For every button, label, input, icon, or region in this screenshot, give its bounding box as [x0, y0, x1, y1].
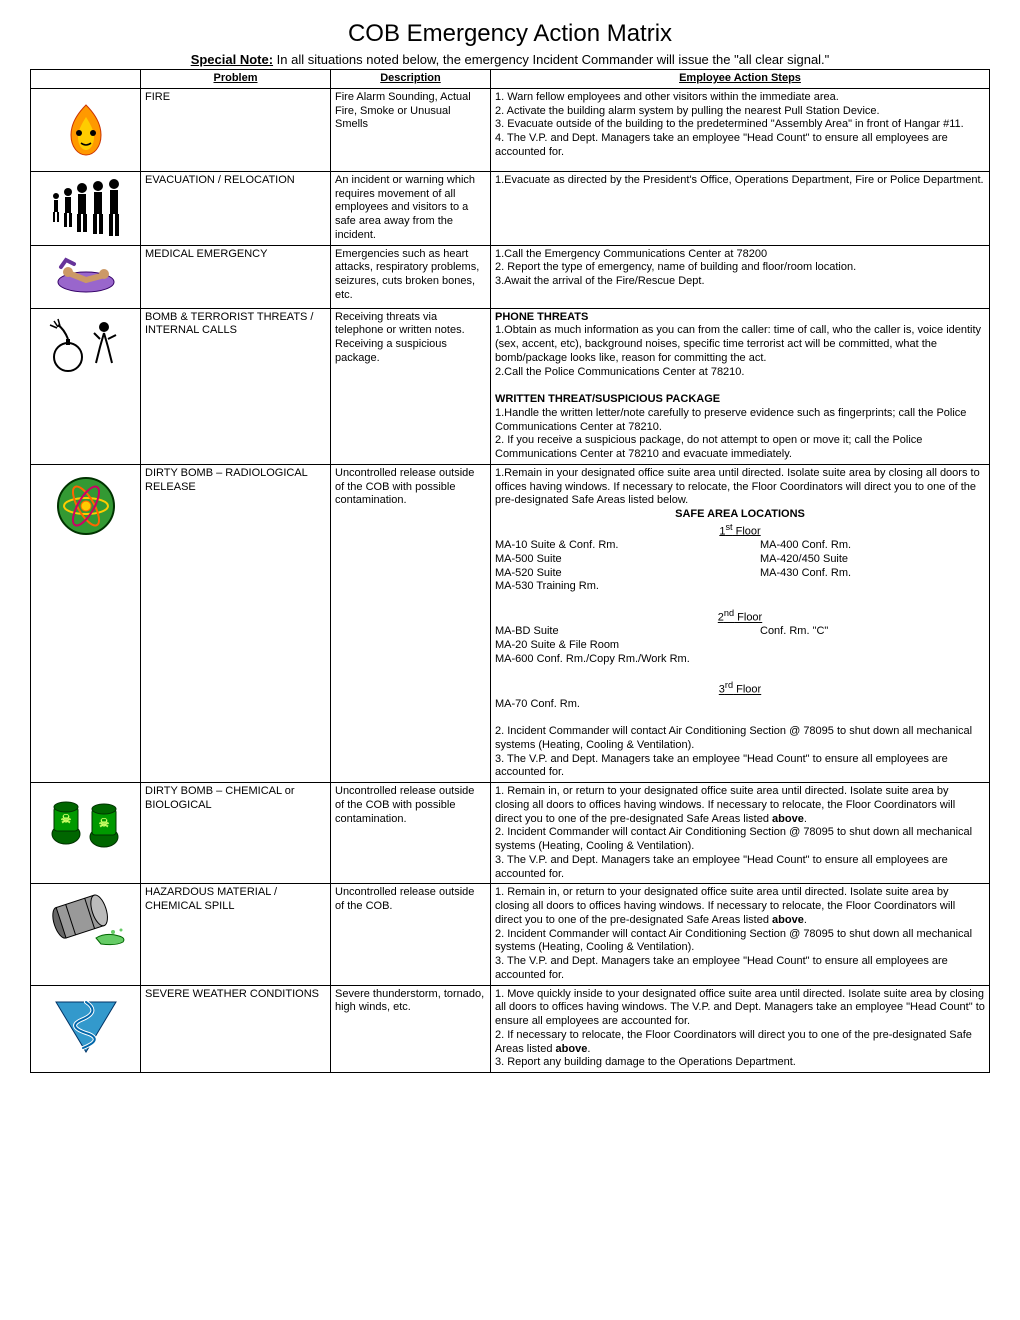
- steps-cell: PHONE THREATS1.Obtain as much informatio…: [491, 308, 990, 464]
- steps-cell: 1. Move quickly inside to your designate…: [491, 985, 990, 1073]
- table-row: FIREFire Alarm Sounding, Actual Fire, Sm…: [31, 88, 990, 171]
- problem-cell: BOMB & TERRORIST THREATS / INTERNAL CALL…: [141, 308, 331, 464]
- header-problem: Problem: [141, 70, 331, 89]
- tornado-icon: [31, 985, 141, 1073]
- table-row: HAZARDOUS MATERIAL / CHEMICAL SPILLUncon…: [31, 884, 990, 985]
- steps-cell: 1. Remain in, or return to your designat…: [491, 783, 990, 884]
- steps-cell: 1. Remain in, or return to your designat…: [491, 884, 990, 985]
- problem-cell: HAZARDOUS MATERIAL / CHEMICAL SPILL: [141, 884, 331, 985]
- description-cell: Uncontrolled release outside of the COB …: [331, 464, 491, 782]
- evacuation-icon: [31, 171, 141, 245]
- svg-text:☠: ☠: [60, 812, 71, 826]
- header-description: Description: [331, 70, 491, 89]
- fire-icon: [31, 88, 141, 171]
- table-row: BOMB & TERRORIST THREATS / INTERNAL CALL…: [31, 308, 990, 464]
- description-cell: An incident or warning which requires mo…: [331, 171, 491, 245]
- page-title: COB Emergency Action Matrix: [30, 20, 990, 48]
- table-row: SEVERE WEATHER CONDITIONSSevere thunders…: [31, 985, 990, 1073]
- problem-cell: DIRTY BOMB – CHEMICAL or BIOLOGICAL: [141, 783, 331, 884]
- radiological-icon: [31, 464, 141, 782]
- svg-text:☠: ☠: [98, 816, 109, 830]
- steps-cell: 1. Warn fellow employees and other visit…: [491, 88, 990, 171]
- description-cell: Emergencies such as heart attacks, respi…: [331, 245, 491, 308]
- medical-icon: [31, 245, 141, 308]
- description-cell: Receiving threats via telephone or writt…: [331, 308, 491, 464]
- steps-cell: 1.Remain in your designated office suite…: [491, 464, 990, 782]
- steps-cell: 1.Call the Emergency Communications Cent…: [491, 245, 990, 308]
- problem-cell: MEDICAL EMERGENCY: [141, 245, 331, 308]
- header-steps: Employee Action Steps: [491, 70, 990, 89]
- description-cell: Severe thunderstorm, tornado, high winds…: [331, 985, 491, 1073]
- bomb-icon: [31, 308, 141, 464]
- problem-cell: SEVERE WEATHER CONDITIONS: [141, 985, 331, 1073]
- problem-cell: DIRTY BOMB – RADIOLOGICAL RELEASE: [141, 464, 331, 782]
- table-row: MEDICAL EMERGENCYEmergencies such as hea…: [31, 245, 990, 308]
- spill-icon: [31, 884, 141, 985]
- description-cell: Uncontrolled release outside of the COB …: [331, 783, 491, 884]
- table-row: EVACUATION / RELOCATIONAn incident or wa…: [31, 171, 990, 245]
- action-matrix-table: Problem Description Employee Action Step…: [30, 69, 990, 1073]
- problem-cell: FIRE: [141, 88, 331, 171]
- table-row: DIRTY BOMB – RADIOLOGICAL RELEASEUncontr…: [31, 464, 990, 782]
- steps-cell: 1.Evacuate as directed by the President'…: [491, 171, 990, 245]
- description-cell: Fire Alarm Sounding, Actual Fire, Smoke …: [331, 88, 491, 171]
- header-icon: [31, 70, 141, 89]
- problem-cell: EVACUATION / RELOCATION: [141, 171, 331, 245]
- description-cell: Uncontrolled release outside of the COB.: [331, 884, 491, 985]
- special-note: Special Note: In all situations noted be…: [30, 52, 990, 67]
- biohazard-icon: ☠☠: [31, 783, 141, 884]
- table-row: ☠☠DIRTY BOMB – CHEMICAL or BIOLOGICALUnc…: [31, 783, 990, 884]
